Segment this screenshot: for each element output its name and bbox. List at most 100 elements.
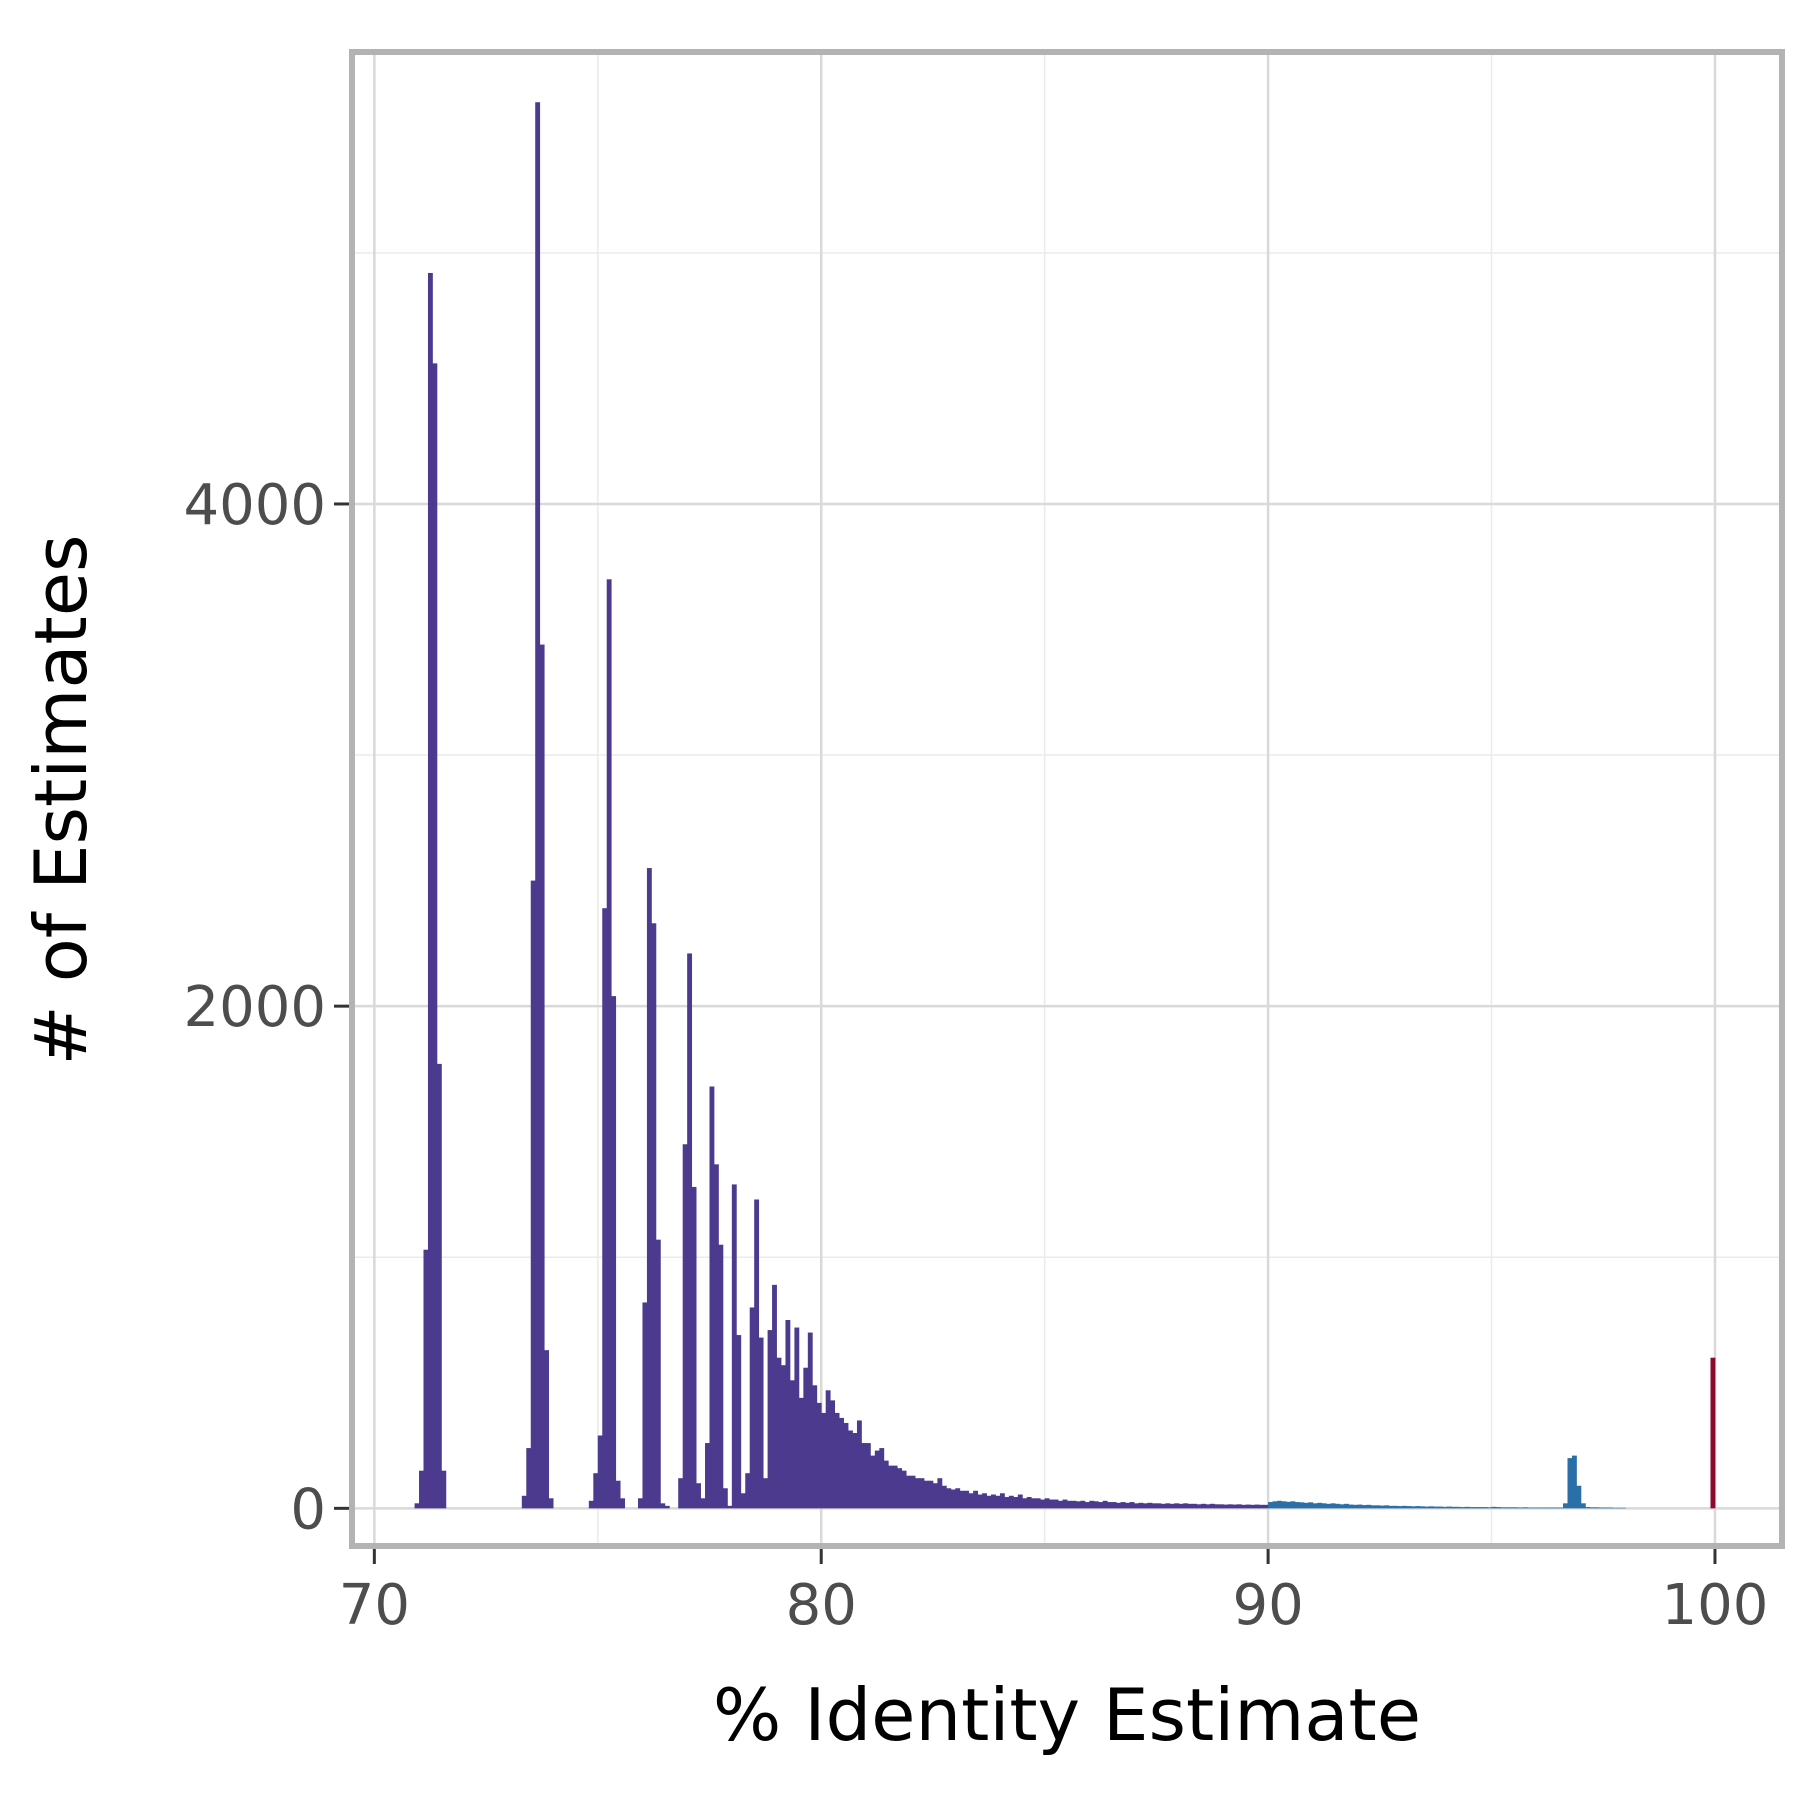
histogram-bar	[946, 1488, 952, 1509]
histogram-bar	[1446, 1506, 1452, 1509]
histogram-bar	[901, 1470, 907, 1509]
histogram-bar	[1245, 1504, 1251, 1509]
histogram-bar	[1125, 1502, 1130, 1509]
histogram-bar	[539, 644, 545, 1509]
histogram-bar	[588, 1500, 594, 1509]
histogram-bar	[1370, 1505, 1376, 1509]
histogram-bar	[1116, 1502, 1122, 1509]
histogram-bar	[436, 1063, 442, 1509]
x-tick-label: 100	[1662, 1573, 1769, 1638]
histogram-bar	[1008, 1495, 1014, 1509]
histogram-bar	[432, 363, 438, 1509]
histogram-bar	[1138, 1502, 1144, 1509]
histogram-bar	[1227, 1504, 1233, 1509]
y-axis-title: # of Estimates	[19, 534, 103, 1065]
histogram-bar	[1366, 1504, 1372, 1509]
histogram-bar	[1192, 1503, 1197, 1509]
histogram-bar	[655, 1239, 661, 1509]
histogram-bar	[1531, 1507, 1537, 1509]
histogram-bar	[544, 1350, 550, 1509]
minor-gridlines	[352, 52, 1782, 1546]
histogram-bar	[1607, 1507, 1613, 1509]
histogram-bar	[1482, 1507, 1488, 1509]
histogram-bar	[959, 1490, 965, 1509]
histogram-bar	[530, 880, 536, 1509]
histogram-bar	[910, 1475, 916, 1509]
histogram-bar	[1241, 1504, 1247, 1509]
histogram-bar	[1580, 1503, 1586, 1509]
histogram-bar	[1513, 1507, 1519, 1509]
histogram-bar	[705, 1443, 710, 1509]
histogram-bar	[1612, 1507, 1618, 1509]
histogram-bar	[1437, 1506, 1443, 1509]
histogram-bar	[1196, 1504, 1202, 1509]
histogram-bar	[1299, 1502, 1305, 1509]
histogram-bar	[1500, 1507, 1506, 1509]
histogram-bar	[906, 1475, 911, 1509]
histogram-bar	[1496, 1507, 1501, 1509]
histogram-bar	[1442, 1506, 1448, 1509]
histogram-bar	[1187, 1503, 1193, 1509]
histogram-bar	[928, 1480, 934, 1509]
y-tick-label: 4000	[183, 473, 326, 538]
histogram-bar	[1433, 1506, 1439, 1509]
histogram-bar	[888, 1465, 894, 1509]
x-tick-label: 80	[786, 1573, 857, 1638]
histogram-bar	[1424, 1506, 1430, 1509]
histogram-bar	[919, 1478, 925, 1509]
histogram-bar	[1183, 1503, 1189, 1509]
histogram-bar	[745, 1473, 751, 1509]
histogram-bar	[1035, 1498, 1041, 1509]
histogram-bar	[1589, 1507, 1595, 1509]
histogram-bar	[1151, 1503, 1157, 1509]
histogram-bar	[1201, 1503, 1206, 1509]
histogram-bar	[986, 1495, 992, 1509]
histogram-bar	[1263, 1504, 1269, 1509]
histogram-bar	[1089, 1500, 1095, 1509]
histogram-bar	[1330, 1503, 1336, 1509]
histogram-bar	[1205, 1504, 1211, 1509]
histogram-bar	[1393, 1505, 1399, 1509]
y-tick-label: 2000	[183, 975, 326, 1040]
x-axis-title: % Identity Estimate	[713, 1673, 1421, 1757]
histogram-bar	[1165, 1503, 1171, 1509]
histogram-bar	[1098, 1502, 1104, 1509]
histogram-bar	[1142, 1503, 1148, 1509]
histogram-bar	[535, 102, 541, 1509]
histogram-bar	[1223, 1504, 1229, 1509]
histogram-bar	[1563, 1503, 1568, 1509]
histogram-bar	[727, 1505, 733, 1509]
histogram-bar	[419, 1470, 424, 1509]
histogram-bar	[1402, 1505, 1408, 1509]
histogram-bar	[1406, 1506, 1412, 1509]
histogram-bar	[767, 1330, 773, 1509]
histogram-bar	[1339, 1504, 1345, 1509]
histogram-bar	[1451, 1506, 1457, 1509]
histogram-bar	[593, 1473, 599, 1509]
histogram-bar	[1214, 1504, 1220, 1509]
histogram-bar	[1236, 1504, 1242, 1509]
histogram-bar	[883, 1460, 889, 1509]
histogram-bar	[955, 1488, 961, 1509]
histogram-bar	[1487, 1507, 1492, 1509]
histogram-bar	[848, 1430, 853, 1509]
histogram-bar	[1049, 1499, 1054, 1509]
histogram-bar	[785, 1320, 791, 1509]
histogram-bar	[1281, 1501, 1287, 1509]
histogram-bar	[950, 1489, 956, 1509]
histogram-bar	[897, 1468, 903, 1509]
histogram-bar	[749, 1307, 755, 1509]
histogram-bar	[1080, 1500, 1086, 1509]
histogram-bar	[1044, 1498, 1050, 1509]
histogram-bar	[651, 923, 657, 1509]
histogram-bar	[874, 1450, 880, 1509]
histogram-bar	[1353, 1504, 1358, 1509]
histogram-bar	[1174, 1503, 1180, 1509]
histogram-bar	[620, 1498, 625, 1509]
histogram-bar	[1415, 1506, 1421, 1509]
histogram-bar	[865, 1443, 871, 1509]
histogram-bar	[758, 1337, 764, 1509]
histogram-bar	[646, 868, 652, 1509]
histogram-bar	[1058, 1500, 1063, 1509]
histogram-bar	[915, 1478, 920, 1509]
